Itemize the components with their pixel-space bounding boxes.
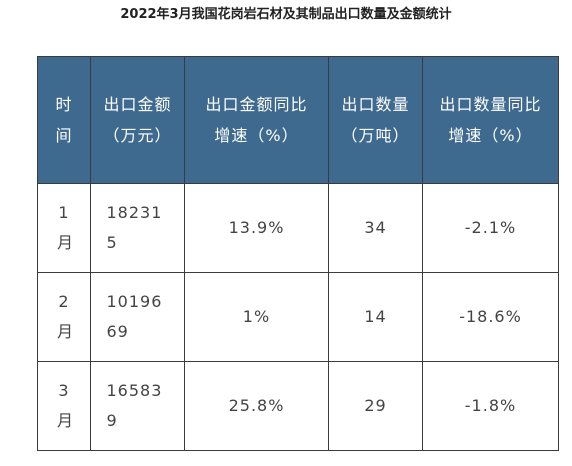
- header-export-quantity-label: 出口数量（万吨）: [341, 95, 410, 145]
- export-stats-table: 时间 出口金额（万元） 出口金额同比增速（%） 出口数量（万吨） 出口数量同比增…: [37, 56, 559, 451]
- cell-export-quantity-growth: -2.1%: [422, 183, 559, 273]
- cell-export-amount-growth: 25.8%: [184, 361, 329, 451]
- cell-export-quantity: 34: [328, 183, 423, 273]
- cell-export-amount-growth: 13.9%: [184, 183, 329, 273]
- header-time-label: 时间: [55, 95, 73, 145]
- header-export-amount: 出口金额（万元）: [90, 56, 185, 184]
- table-row: 1月 182315 13.9% 34 -2.1%: [37, 183, 559, 273]
- cell-export-amount-text: 165839: [106, 381, 163, 430]
- header-export-quantity-growth-label: 出口数量同比增速（%）: [439, 95, 542, 145]
- table-row: 2月 1019669 1% 14 -18.6%: [37, 272, 559, 362]
- page-title: 2022年3月我国花岗岩石材及其制品出口数量及金额统计: [120, 7, 452, 22]
- cell-month-text: 2月: [57, 292, 75, 341]
- cell-month-text: 1月: [57, 203, 75, 252]
- cell-export-amount-growth: 1%: [184, 272, 329, 362]
- header-export-amount-label: 出口金额（万元）: [103, 95, 172, 145]
- cell-export-amount: 1019669: [90, 272, 185, 362]
- cell-export-quantity-growth: -1.8%: [422, 361, 559, 451]
- cell-export-amount-text: 1019669: [106, 292, 163, 341]
- header-export-quantity: 出口数量（万吨）: [328, 56, 423, 184]
- cell-month: 3月: [37, 361, 91, 451]
- cell-export-quantity: 14: [328, 272, 423, 362]
- cell-export-quantity-growth: -18.6%: [422, 272, 559, 362]
- cell-export-amount: 182315: [90, 183, 185, 273]
- cell-export-amount: 165839: [90, 361, 185, 451]
- cell-export-amount-text: 182315: [106, 203, 163, 252]
- header-export-quantity-growth: 出口数量同比增速（%）: [422, 56, 559, 184]
- header-export-amount-growth: 出口金额同比增速（%）: [184, 56, 329, 184]
- cell-month: 1月: [37, 183, 91, 273]
- cell-month-text: 3月: [57, 381, 75, 430]
- cell-export-quantity: 29: [328, 361, 423, 451]
- table-row: 3月 165839 25.8% 29 -1.8%: [37, 361, 559, 451]
- table-header-row: 时间 出口金额（万元） 出口金额同比增速（%） 出口数量（万吨） 出口数量同比增…: [37, 56, 559, 184]
- cell-month: 2月: [37, 272, 91, 362]
- header-time: 时间: [37, 56, 91, 184]
- header-export-amount-growth-label: 出口金额同比增速（%）: [205, 95, 308, 145]
